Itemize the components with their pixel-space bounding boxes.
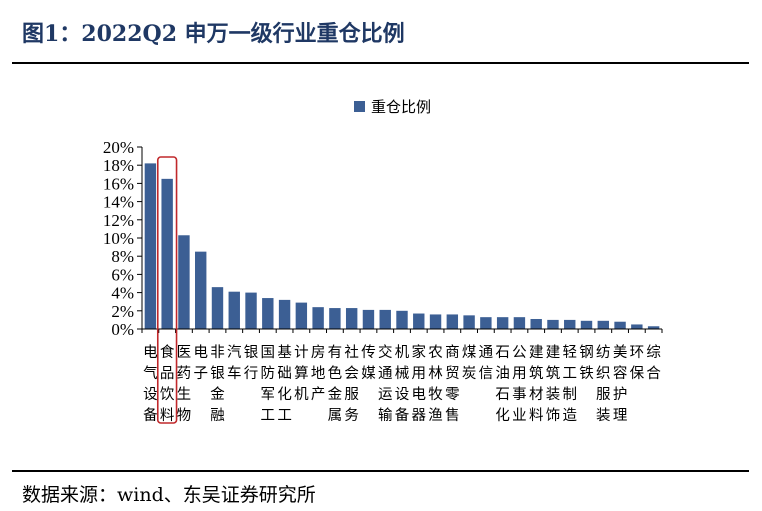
y-tick-label: 0% xyxy=(111,320,134,339)
category-label: 银行 xyxy=(244,344,259,382)
bar xyxy=(513,317,526,329)
category-label: 电气设备 xyxy=(143,344,158,424)
bar xyxy=(429,314,442,329)
y-axis: 0%2%4%6%8%10%12%14%16%18%20% xyxy=(103,138,143,339)
bar xyxy=(178,235,190,329)
category-label: 食品饮料 xyxy=(160,344,175,424)
category-label: 交通运输 xyxy=(378,343,393,424)
bar xyxy=(345,308,358,329)
bar xyxy=(144,163,157,329)
bar xyxy=(463,315,475,329)
bars xyxy=(144,163,660,329)
y-tick-label: 16% xyxy=(103,174,134,193)
bar xyxy=(245,292,257,329)
category-label: 家用电器 xyxy=(412,344,427,424)
y-tick-label: 18% xyxy=(103,156,134,175)
category-label: 石油石化 xyxy=(495,345,510,424)
bar xyxy=(631,324,643,329)
source-note: 数据来源：wind、东吴证券研究所 xyxy=(22,484,316,506)
bar xyxy=(564,319,576,329)
bar xyxy=(379,309,391,329)
bar xyxy=(614,321,626,329)
bar xyxy=(647,326,660,329)
bar xyxy=(597,320,609,329)
category-label: 建筑材料 xyxy=(529,344,544,424)
category-label: 有色金属 xyxy=(328,344,343,424)
category-label: 美容护理 xyxy=(613,344,628,424)
top-rule xyxy=(12,62,749,64)
bar xyxy=(295,302,308,329)
y-tick-label: 8% xyxy=(111,247,134,266)
category-label: 商贸零售 xyxy=(445,344,460,424)
bar xyxy=(161,178,173,329)
bar xyxy=(312,307,324,329)
category-label: 国防军工 xyxy=(261,345,276,424)
y-tick-label: 14% xyxy=(103,193,134,212)
category-label: 医药生物 xyxy=(177,345,192,424)
bar-chart: 重仓比例 0%2%4%6%8%10%12%14%16%18%20% 电气设备食品… xyxy=(103,98,663,424)
y-tick-label: 12% xyxy=(103,211,134,230)
y-tick-label: 2% xyxy=(111,302,134,321)
bar xyxy=(413,313,425,329)
bar xyxy=(362,309,375,329)
category-label: 基础化工 xyxy=(277,344,292,424)
bar xyxy=(262,298,274,329)
bar xyxy=(329,308,341,329)
bar xyxy=(580,320,593,329)
bar xyxy=(446,314,459,329)
category-labels: 电气设备食品饮料医药生物电子非银金融汽车银行国防军工基础化工计算机房地产有色金属… xyxy=(143,343,661,424)
bar xyxy=(195,251,207,329)
y-tick-label: 6% xyxy=(111,265,134,284)
category-label: 房地产 xyxy=(311,344,326,403)
category-label: 通信 xyxy=(479,344,494,382)
legend-label: 重仓比例 xyxy=(371,98,431,116)
category-label: 钢铁 xyxy=(579,344,594,382)
category-label: 社会服务 xyxy=(344,344,359,424)
category-label: 机械设备 xyxy=(395,344,410,424)
category-label: 煤炭 xyxy=(462,344,477,382)
category-label: 建筑装饰 xyxy=(546,344,561,424)
category-label: 电子 xyxy=(193,344,208,382)
bar xyxy=(530,318,542,329)
bar xyxy=(228,291,240,329)
x-axis xyxy=(141,328,663,333)
category-label: 公用事业 xyxy=(512,345,527,424)
legend-swatch xyxy=(354,101,365,112)
bar xyxy=(480,317,492,329)
bar xyxy=(547,319,559,329)
y-tick-label: 20% xyxy=(103,138,134,157)
y-tick-label: 4% xyxy=(111,284,134,303)
category-label: 汽车 xyxy=(227,344,242,382)
bottom-rule xyxy=(12,470,749,472)
category-label: 非银金融 xyxy=(210,344,225,424)
bar xyxy=(496,317,509,329)
y-tick-label: 10% xyxy=(103,229,134,248)
legend: 重仓比例 xyxy=(354,98,431,116)
category-label: 农林牧渔 xyxy=(428,344,443,424)
category-label: 轻工制造 xyxy=(562,344,577,424)
figure-title: 图1：2022Q2 申万一级行业重仓比例 xyxy=(22,21,405,47)
bar xyxy=(211,287,224,329)
category-label: 传媒 xyxy=(361,344,376,382)
category-label: 纺织服装 xyxy=(596,344,611,424)
highlight-box xyxy=(156,156,178,424)
bar xyxy=(396,310,408,329)
category-label: 综合 xyxy=(646,344,661,382)
category-label: 环保 xyxy=(630,345,645,382)
category-label: 计算机 xyxy=(294,344,309,403)
bar xyxy=(278,299,291,329)
